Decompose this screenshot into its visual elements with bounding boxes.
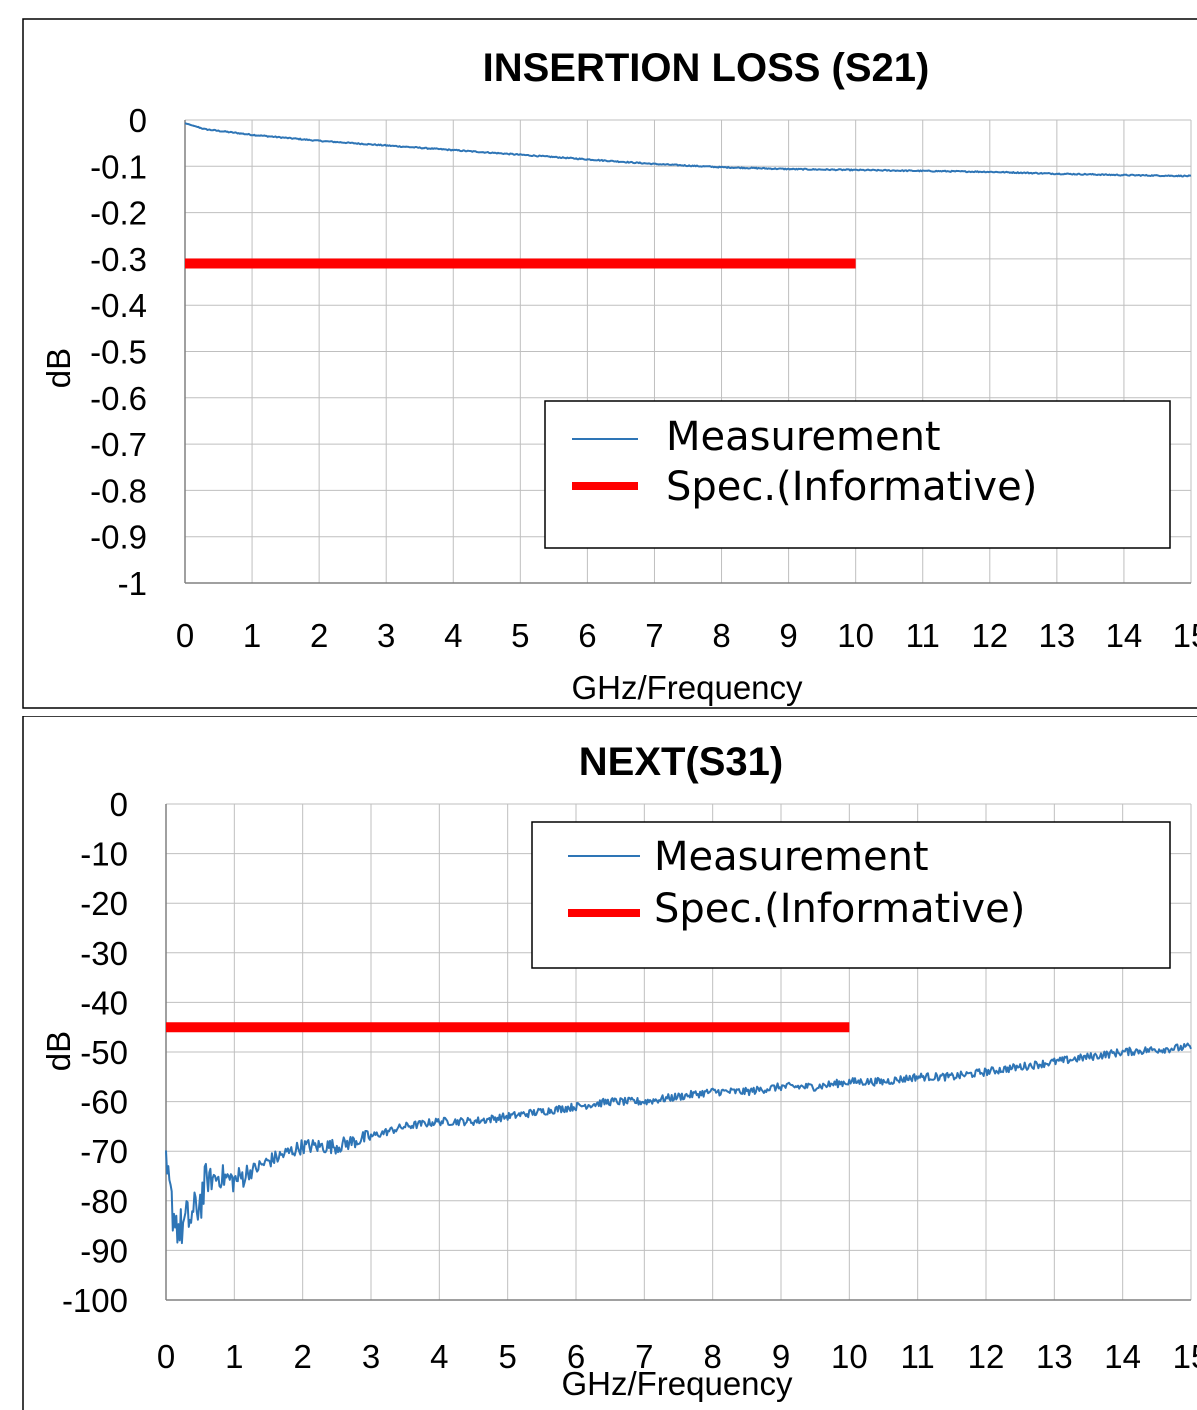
x-tick-label: 12 bbox=[971, 617, 1008, 654]
y-tick-label: -0.7 bbox=[90, 426, 147, 463]
y-tick-label: -0.2 bbox=[90, 195, 147, 232]
x-tick-label: 13 bbox=[1036, 1338, 1073, 1375]
x-tick-label: 2 bbox=[293, 1338, 311, 1375]
x-tick-label: 2 bbox=[310, 617, 328, 654]
chart-frame bbox=[22, 716, 1197, 1410]
y-tick-label: -100 bbox=[62, 1282, 128, 1319]
x-tick-label: 4 bbox=[430, 1338, 448, 1375]
legend-box bbox=[531, 821, 1171, 969]
x-tick-label: 14 bbox=[1106, 617, 1143, 654]
y-tick-label: -0.1 bbox=[90, 148, 147, 185]
x-tick-label: 15 bbox=[1173, 617, 1197, 654]
x-tick-label: 3 bbox=[377, 617, 395, 654]
legend-label-measurement: Measurement bbox=[666, 414, 941, 460]
y-tick-label: -90 bbox=[80, 1232, 128, 1269]
chart-title: NEXT(S31) bbox=[579, 740, 784, 784]
x-tick-label: 4 bbox=[444, 617, 462, 654]
y-tick-label: -30 bbox=[80, 935, 128, 972]
y-tick-label: -0.5 bbox=[90, 334, 147, 371]
y-tick-label: -0.3 bbox=[90, 241, 147, 278]
y-tick-label: -50 bbox=[80, 1034, 128, 1071]
legend-label-spec: Spec.(Informative) bbox=[666, 464, 1037, 510]
x-tick-label: 10 bbox=[837, 617, 874, 654]
y-tick-label: -40 bbox=[80, 984, 128, 1021]
y-tick-label: -0.8 bbox=[90, 472, 147, 509]
x-tick-label: 15 bbox=[1173, 1338, 1197, 1375]
y-tick-label: -70 bbox=[80, 1133, 128, 1170]
y-tick-label: -1 bbox=[118, 565, 147, 602]
x-axis-label: GHz/Frequency bbox=[561, 1365, 793, 1402]
series-measurement-line bbox=[165, 1042, 1192, 1245]
y-tick-label: 0 bbox=[110, 786, 128, 823]
y-tick-label: -80 bbox=[80, 1183, 128, 1220]
x-tick-label: 3 bbox=[362, 1338, 380, 1375]
legend: Measurement Spec.(Informative) bbox=[531, 821, 1171, 969]
y-tick-label: -60 bbox=[80, 1084, 128, 1121]
tick-labels: 01234567891011121314150-10-20-30-40-50-6… bbox=[62, 786, 1197, 1375]
chart-title: INSERTION LOSS (S21) bbox=[483, 46, 930, 90]
tick-labels: 01234567891011121314150-0.1-0.2-0.3-0.4-… bbox=[90, 102, 1197, 654]
x-tick-label: 5 bbox=[498, 1338, 516, 1375]
y-axis-label: dB bbox=[40, 348, 77, 388]
y-tick-label: -10 bbox=[80, 836, 128, 873]
legend-label-measurement: Measurement bbox=[654, 834, 929, 880]
insertion-loss-chart: INSERTION LOSS (S21) 0 1 2 3 4 5 6 7 8 9 10 11 12 13 1… bbox=[22, 18, 1197, 709]
x-tick-label: 12 bbox=[968, 1338, 1005, 1375]
x-tick-label: 11 bbox=[906, 617, 940, 654]
x-axis-label: GHz/Frequency bbox=[571, 669, 803, 706]
x-tick-label: 1 bbox=[225, 1338, 243, 1375]
x-tick-label: 9 bbox=[772, 1338, 790, 1375]
x-tick-label: 6 bbox=[567, 1338, 585, 1375]
x-tick-label: 9 bbox=[779, 617, 797, 654]
y-tick-label: -0.4 bbox=[90, 287, 147, 324]
y-axis-label: dB bbox=[40, 1031, 77, 1071]
x-tick-label: 7 bbox=[635, 1338, 653, 1375]
series bbox=[184, 122, 1192, 269]
x-tick-label: 5 bbox=[511, 617, 529, 654]
x-tick-label: 8 bbox=[703, 1338, 721, 1375]
x-tick-label: 10 bbox=[831, 1338, 868, 1375]
x-tick-label: 0 bbox=[157, 1338, 175, 1375]
x-tick-label: 14 bbox=[1104, 1338, 1141, 1375]
x-tick-label: 0 bbox=[176, 617, 194, 654]
x-tick-label: 11 bbox=[901, 1338, 935, 1375]
legend-label-spec: Spec.(Informative) bbox=[654, 886, 1025, 932]
y-tick-label: -20 bbox=[80, 885, 128, 922]
series-measurement-line bbox=[184, 122, 1192, 178]
x-tick-label: 7 bbox=[645, 617, 663, 654]
y-tick-label: -0.9 bbox=[90, 519, 147, 556]
y-tick-label: 0 bbox=[129, 102, 147, 139]
next-chart: NEXT(S31) 01234567891011121314150-10-20-… bbox=[22, 716, 1197, 1410]
chart-frame bbox=[22, 18, 1197, 709]
series bbox=[165, 1022, 1192, 1245]
legend: Measurement Spec.(Informative) bbox=[544, 400, 1171, 549]
x-tick-label: 6 bbox=[578, 617, 596, 654]
legend-box bbox=[544, 400, 1171, 549]
y-tick-label: -0.6 bbox=[90, 380, 147, 417]
x-tick-label: 13 bbox=[1039, 617, 1076, 654]
x-tick-label: 1 bbox=[243, 617, 261, 654]
x-tick-label: 8 bbox=[712, 617, 730, 654]
